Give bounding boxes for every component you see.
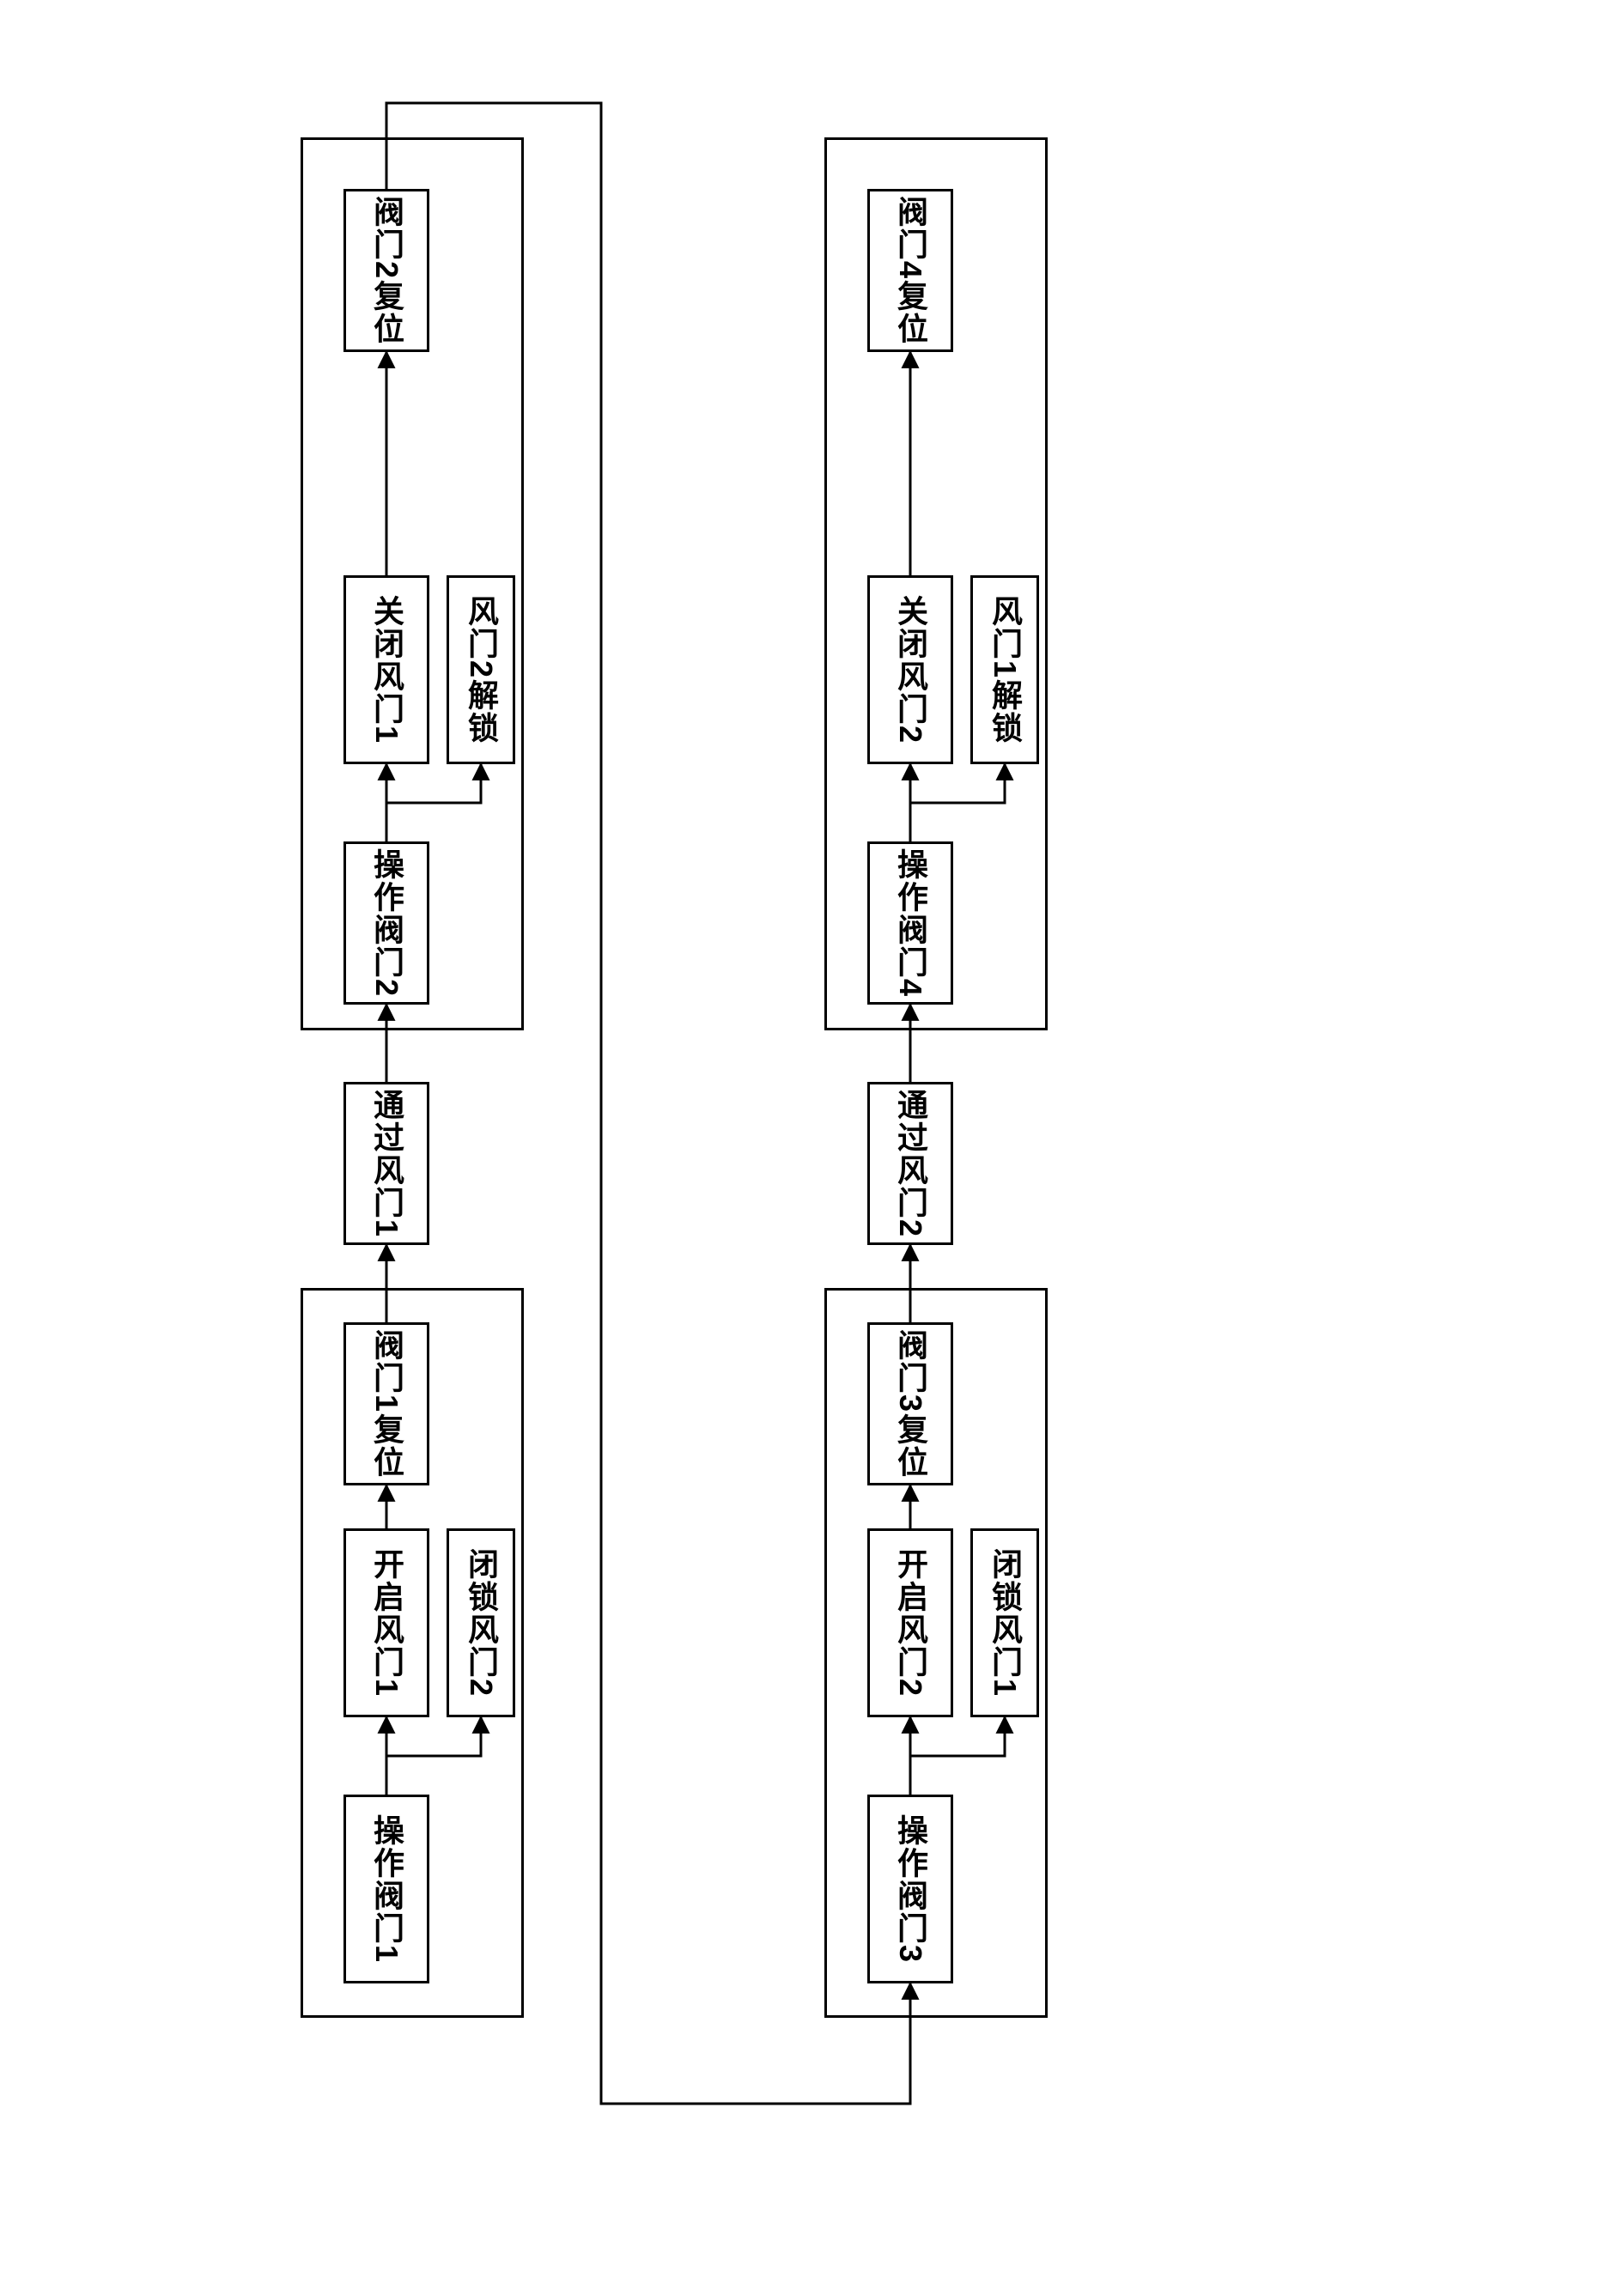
flow-node: 闭锁风门2 — [447, 1528, 515, 1717]
flow-node: 开启风门2 — [867, 1528, 953, 1717]
node-label: 阀门4复位 — [888, 196, 933, 345]
node-label: 阀门2复位 — [364, 196, 409, 345]
node-label: 风门1解锁 — [982, 595, 1027, 744]
node-label: 通过风门1 — [364, 1089, 409, 1238]
flow-node: 操作阀门2 — [343, 841, 429, 1005]
flow-node: 阀门1复位 — [343, 1322, 429, 1485]
node-label: 操作阀门2 — [364, 848, 409, 998]
diagram-canvas: 操作阀门1 开启风门1 闭锁风门2 阀门1复位 通过风门1 操作阀门2 关闭风门1 风门2解锁… — [0, 0, 1623, 2296]
flow-node: 阀门4复位 — [867, 189, 953, 352]
flow-node: 操作阀门1 — [343, 1795, 429, 1983]
flow-node: 开启风门1 — [343, 1528, 429, 1717]
flow-node: 操作阀门4 — [867, 841, 953, 1005]
flow-node: 通过风门1 — [343, 1082, 429, 1245]
node-label: 闭锁风门1 — [982, 1548, 1027, 1698]
node-label: 阀门3复位 — [888, 1329, 933, 1479]
flow-node: 闭锁风门1 — [970, 1528, 1039, 1717]
node-label: 关闭风门1 — [364, 595, 409, 744]
flow-node: 阀门3复位 — [867, 1322, 953, 1485]
flow-node: 通过风门2 — [867, 1082, 953, 1245]
flow-node: 关闭风门2 — [867, 575, 953, 764]
edges-layer — [0, 0, 1623, 2296]
node-label: 开启风门2 — [888, 1548, 933, 1698]
node-label: 操作阀门1 — [364, 1814, 409, 1964]
node-label: 操作阀门3 — [888, 1814, 933, 1964]
flow-node: 风门2解锁 — [447, 575, 515, 764]
flow-node: 操作阀门3 — [867, 1795, 953, 1983]
flow-node: 关闭风门1 — [343, 575, 429, 764]
flow-node: 阀门2复位 — [343, 189, 429, 352]
node-label: 开启风门1 — [364, 1548, 409, 1698]
node-label: 关闭风门2 — [888, 595, 933, 744]
flow-node: 风门1解锁 — [970, 575, 1039, 764]
node-label: 通过风门2 — [888, 1089, 933, 1238]
node-label: 闭锁风门2 — [459, 1548, 503, 1698]
node-label: 操作阀门4 — [888, 848, 933, 998]
node-label: 风门2解锁 — [459, 595, 503, 744]
node-label: 阀门1复位 — [364, 1329, 409, 1479]
